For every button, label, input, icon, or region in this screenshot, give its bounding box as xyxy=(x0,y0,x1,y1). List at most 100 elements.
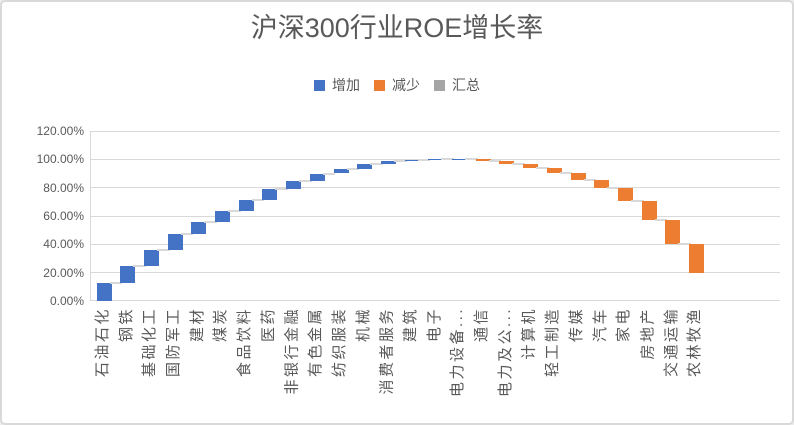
x-axis-label: 煤炭 xyxy=(212,307,230,343)
x-axis-label: 计算机 xyxy=(520,307,538,360)
x-axis-label: 轻工制造 xyxy=(544,307,562,378)
x-axis-label: 传媒 xyxy=(568,307,585,343)
waterfall-bar[interactable] xyxy=(617,188,633,201)
waterfall-bar[interactable] xyxy=(215,211,230,223)
x-axis-label: 消费者服务 xyxy=(378,307,396,395)
gridline xyxy=(91,272,780,274)
y-axis-label: 100.00% xyxy=(36,152,84,167)
x-axis-label: 汽车 xyxy=(591,307,609,343)
connector-line xyxy=(678,243,691,246)
legend-label: 减少 xyxy=(392,77,420,93)
x-axis-label: 交通运输 xyxy=(662,307,680,378)
waterfall-bar[interactable] xyxy=(570,173,586,180)
waterfall-bar[interactable] xyxy=(167,234,183,250)
connector-line xyxy=(536,167,549,170)
waterfall-bar[interactable] xyxy=(191,222,207,235)
y-axis-label: 60.00% xyxy=(43,209,84,223)
plot-area xyxy=(90,130,780,301)
connector-line xyxy=(393,160,407,163)
gridline xyxy=(91,243,780,245)
x-axis-label: 石油石化 xyxy=(94,307,111,378)
legend-swatch xyxy=(434,79,445,91)
waterfall-bar[interactable] xyxy=(238,199,254,212)
x-axis-label: 有色金属 xyxy=(307,307,325,378)
legend-label: 增加 xyxy=(332,77,360,93)
connector-line xyxy=(228,210,241,213)
waterfall-bar[interactable] xyxy=(452,158,467,160)
connector-line xyxy=(109,281,123,284)
y-axis-label: 40.00% xyxy=(43,237,84,252)
x-axis-label: 通信 xyxy=(473,307,491,343)
waterfall-bar[interactable] xyxy=(286,180,302,190)
legend: 增加 减少 汇总 xyxy=(0,76,794,94)
waterfall-bar[interactable] xyxy=(594,179,610,189)
x-axis-label: 非银行金融 xyxy=(283,307,301,395)
waterfall-bar[interactable] xyxy=(641,200,657,220)
waterfall-bar[interactable] xyxy=(475,158,491,162)
connector-line xyxy=(630,199,644,202)
x-axis-label: 纺织服装 xyxy=(331,307,348,378)
legend-label: 汇总 xyxy=(452,77,480,93)
waterfall-bar[interactable] xyxy=(499,161,515,165)
connector-line xyxy=(322,172,336,175)
waterfall-bar[interactable] xyxy=(96,282,112,301)
y-axis-label: 120.00% xyxy=(36,124,84,138)
x-axis-label: 机械 xyxy=(354,307,372,343)
chart-title: 沪深300行业ROE增长率 xyxy=(250,13,544,43)
connector-line xyxy=(559,172,573,175)
connector-line xyxy=(346,167,360,170)
connector-line xyxy=(465,157,478,160)
connector-line xyxy=(370,163,383,166)
waterfall-bar[interactable] xyxy=(665,219,681,245)
x-axis-label: 国防军工 xyxy=(165,307,183,378)
connector-line xyxy=(204,221,217,224)
gridline xyxy=(91,215,780,217)
waterfall-bar[interactable] xyxy=(546,168,562,174)
x-axis-label: 电力及公... xyxy=(496,307,514,398)
connector-line xyxy=(512,163,526,166)
x-axis-label: 建筑 xyxy=(402,307,420,343)
connector-line xyxy=(417,159,431,162)
y-axis: 0.00% 20.00% 40.00% 60.00% 80.00% 100.00% 120.… xyxy=(0,0,84,425)
connector-line xyxy=(299,179,312,182)
connector-line xyxy=(251,198,265,201)
waterfall-bar[interactable] xyxy=(262,189,278,200)
y-axis-label: 20.00% xyxy=(43,265,84,280)
x-axis-label: 基础化工 xyxy=(141,307,159,378)
connector-line xyxy=(133,265,146,268)
waterfall-bar[interactable] xyxy=(333,168,349,174)
legend-item-total[interactable]: 汇总 xyxy=(434,78,480,92)
connector-line xyxy=(275,188,289,191)
x-axis-label: 家电 xyxy=(615,307,633,343)
connector-line xyxy=(654,218,668,221)
y-axis-label: 80.00% xyxy=(43,180,84,195)
connector-line xyxy=(488,160,502,163)
x-axis-label: 电力设备... xyxy=(449,307,467,398)
x-axis-label: 电子 xyxy=(425,307,443,343)
x-axis-label: 医药 xyxy=(259,307,277,343)
connector-line xyxy=(180,233,194,236)
waterfall-bar[interactable] xyxy=(380,161,396,165)
connector-line xyxy=(583,178,597,181)
waterfall-bar[interactable] xyxy=(143,250,159,267)
x-axis-label: 钢铁 xyxy=(117,307,135,343)
waterfall-bar[interactable] xyxy=(523,164,539,169)
legend-item-decrease[interactable]: 减少 xyxy=(374,78,420,92)
waterfall-bar[interactable] xyxy=(357,164,373,169)
x-axis-label: 房地产 xyxy=(639,307,657,360)
y-axis-label: 0.00% xyxy=(49,294,84,308)
waterfall-bar[interactable] xyxy=(404,160,420,162)
waterfall-bar[interactable] xyxy=(428,159,444,161)
legend-item-increase[interactable]: 增加 xyxy=(314,78,360,92)
waterfall-bar[interactable] xyxy=(309,173,325,181)
x-axis-label: 农林牧渔 xyxy=(686,307,704,378)
waterfall-bar[interactable] xyxy=(689,244,704,273)
gridline xyxy=(91,187,780,189)
connector-line xyxy=(156,249,170,251)
x-axis-label: 食品饮料 xyxy=(236,307,254,378)
waterfall-bar[interactable] xyxy=(120,266,136,283)
gridline xyxy=(91,130,780,132)
connector-line xyxy=(441,158,454,161)
legend-swatch xyxy=(374,79,385,91)
